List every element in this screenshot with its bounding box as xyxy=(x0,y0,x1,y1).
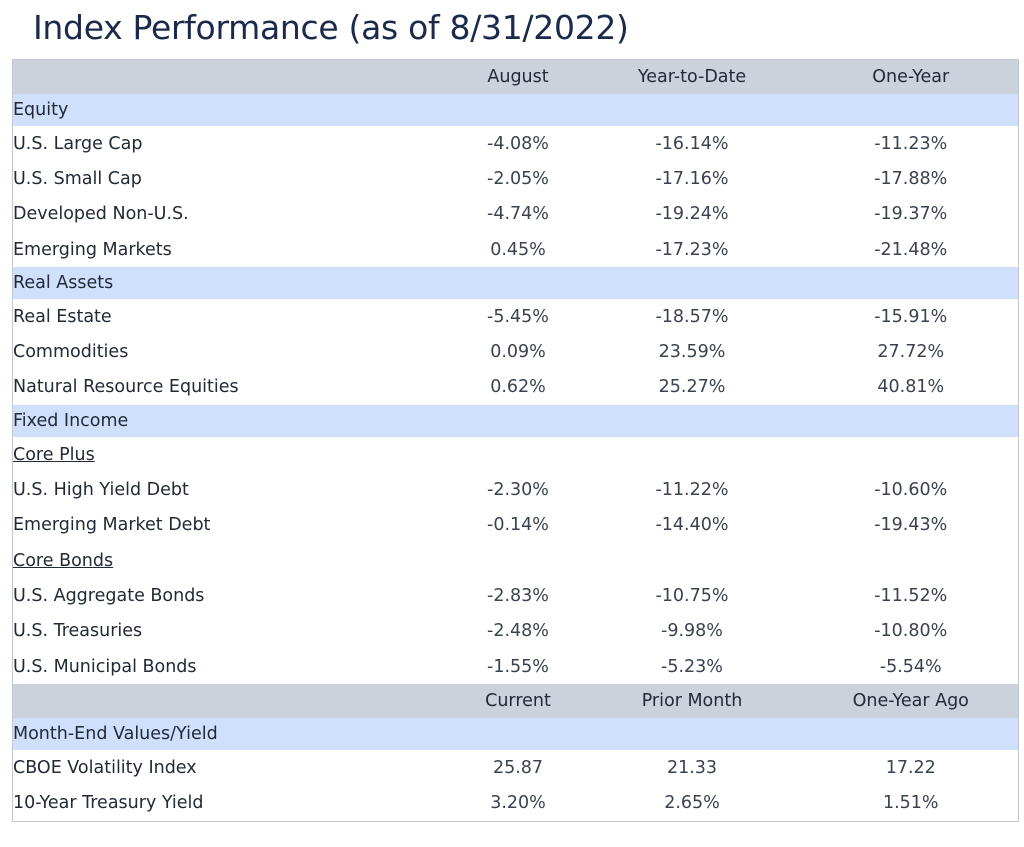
column-header-row: Current Prior Month One-Year Ago xyxy=(12,684,1019,719)
value-cell: 25.27% xyxy=(580,369,804,406)
row-label: U.S. Aggregate Bonds xyxy=(12,578,456,614)
value-cell: 21.33 xyxy=(580,750,804,786)
section-row-fixed-income: Fixed Income xyxy=(12,405,1019,438)
row-label: U.S. Small Cap xyxy=(12,161,456,197)
column-header: One-Year Ago xyxy=(803,684,1019,719)
value-cell: 3.20% xyxy=(455,785,581,822)
value-cell: -19.24% xyxy=(580,196,804,232)
header-blank-cell xyxy=(12,684,456,719)
value-cell: 0.45% xyxy=(455,231,581,268)
value-cell: -9.98% xyxy=(580,613,804,649)
value-cell: 0.09% xyxy=(455,334,581,370)
value-cell: 2.65% xyxy=(580,785,804,822)
column-header-row: August Year-to-Date One-Year xyxy=(12,59,1019,94)
subheading-label: Core Plus xyxy=(13,444,95,465)
row-label: 10-Year Treasury Yield xyxy=(12,785,456,822)
column-header: One-Year xyxy=(803,59,1019,94)
table-row: Developed Non-U.S. -4.74% -19.24% -19.37% xyxy=(12,196,1019,232)
value-cell: -10.80% xyxy=(803,613,1019,649)
value-cell: -17.88% xyxy=(803,161,1019,197)
row-label: Developed Non-U.S. xyxy=(12,196,456,232)
value-cell: 40.81% xyxy=(803,369,1019,406)
value-cell: -18.57% xyxy=(580,299,804,335)
table-row: Emerging Markets 0.45% -17.23% -21.48% xyxy=(12,231,1019,268)
section-label: Real Assets xyxy=(12,267,1019,300)
value-cell: -2.30% xyxy=(455,472,581,508)
subheading-row: Core Bonds xyxy=(12,542,1019,579)
value-cell: -15.91% xyxy=(803,299,1019,335)
value-cell: -2.05% xyxy=(455,161,581,197)
row-label: U.S. Large Cap xyxy=(12,126,456,162)
row-label: U.S. Treasuries xyxy=(12,613,456,649)
value-cell: -11.52% xyxy=(803,578,1019,614)
value-cell: -10.60% xyxy=(803,472,1019,508)
value-cell: 23.59% xyxy=(580,334,804,370)
column-header: Prior Month xyxy=(580,684,804,719)
value-cell: 27.72% xyxy=(803,334,1019,370)
value-cell: 25.87 xyxy=(455,750,581,786)
value-cell: -4.74% xyxy=(455,196,581,232)
table-row: U.S. Municipal Bonds -1.55% -5.23% -5.54% xyxy=(12,648,1019,685)
table-row: U.S. Aggregate Bonds -2.83% -10.75% -11.52% xyxy=(12,578,1019,614)
value-cell: -5.23% xyxy=(580,648,804,685)
value-cell: -17.23% xyxy=(580,231,804,268)
subheading-label: Core Bonds xyxy=(13,550,114,571)
section-label: Equity xyxy=(12,94,1019,126)
row-label: Emerging Market Debt xyxy=(12,507,456,543)
row-label: Emerging Markets xyxy=(12,231,456,268)
section-row-equity: Equity xyxy=(12,94,1019,126)
value-cell: -10.75% xyxy=(580,578,804,614)
row-label: U.S. Municipal Bonds xyxy=(12,648,456,685)
table-row: CBOE Volatility Index 25.87 21.33 17.22 xyxy=(12,750,1019,786)
subheading-cell: Core Bonds xyxy=(12,542,1019,579)
row-label: U.S. High Yield Debt xyxy=(12,472,456,508)
subheading-cell: Core Plus xyxy=(12,437,1019,473)
value-cell: -1.55% xyxy=(455,648,581,685)
value-cell: -4.08% xyxy=(455,126,581,162)
section-row-real-assets: Real Assets xyxy=(12,267,1019,300)
subheading-row: Core Plus xyxy=(12,437,1019,473)
value-cell: -11.22% xyxy=(580,472,804,508)
row-label: Real Estate xyxy=(12,299,456,335)
value-cell: -5.45% xyxy=(455,299,581,335)
performance-table: August Year-to-Date One-Year Equity U.S. Lar… xyxy=(12,59,1019,822)
table-row: U.S. Large Cap -4.08% -16.14% -11.23% xyxy=(12,126,1019,162)
column-header: Current xyxy=(455,684,581,719)
section-label: Month-End Values/Yield xyxy=(12,718,1019,751)
page-title: Index Performance (as of 8/31/2022) xyxy=(33,8,629,47)
table-row: U.S. Treasuries -2.48% -9.98% -10.80% xyxy=(12,613,1019,649)
value-cell: -21.48% xyxy=(803,231,1019,268)
value-cell: -0.14% xyxy=(455,507,581,543)
table-row: Emerging Market Debt -0.14% -14.40% -19.43% xyxy=(12,507,1019,543)
value-cell: -17.16% xyxy=(580,161,804,197)
value-cell: -19.43% xyxy=(803,507,1019,543)
table-row: Natural Resource Equities 0.62% 25.27% 40.8… xyxy=(12,369,1019,406)
column-header: Year-to-Date xyxy=(580,59,804,94)
value-cell: -16.14% xyxy=(580,126,804,162)
table-row: Real Estate -5.45% -18.57% -15.91% xyxy=(12,299,1019,335)
value-cell: -19.37% xyxy=(803,196,1019,232)
column-header: August xyxy=(455,59,581,94)
value-cell: 1.51% xyxy=(803,785,1019,822)
value-cell: 0.62% xyxy=(455,369,581,406)
header-blank-cell xyxy=(12,59,456,94)
row-label: Commodities xyxy=(12,334,456,370)
row-label: Natural Resource Equities xyxy=(12,369,456,406)
value-cell: -2.48% xyxy=(455,613,581,649)
table-row: Commodities 0.09% 23.59% 27.72% xyxy=(12,334,1019,370)
table-row: U.S. Small Cap -2.05% -17.16% -17.88% xyxy=(12,161,1019,197)
value-cell: -11.23% xyxy=(803,126,1019,162)
value-cell: -2.83% xyxy=(455,578,581,614)
row-label: CBOE Volatility Index xyxy=(12,750,456,786)
section-row-month-end-values-yield: Month-End Values/Yield xyxy=(12,718,1019,751)
value-cell: -5.54% xyxy=(803,648,1019,685)
section-label: Fixed Income xyxy=(12,405,1019,438)
table-row: U.S. High Yield Debt -2.30% -11.22% -10.60% xyxy=(12,472,1019,508)
table-row: 10-Year Treasury Yield 3.20% 2.65% 1.51% xyxy=(12,785,1019,822)
value-cell: -14.40% xyxy=(580,507,804,543)
value-cell: 17.22 xyxy=(803,750,1019,786)
